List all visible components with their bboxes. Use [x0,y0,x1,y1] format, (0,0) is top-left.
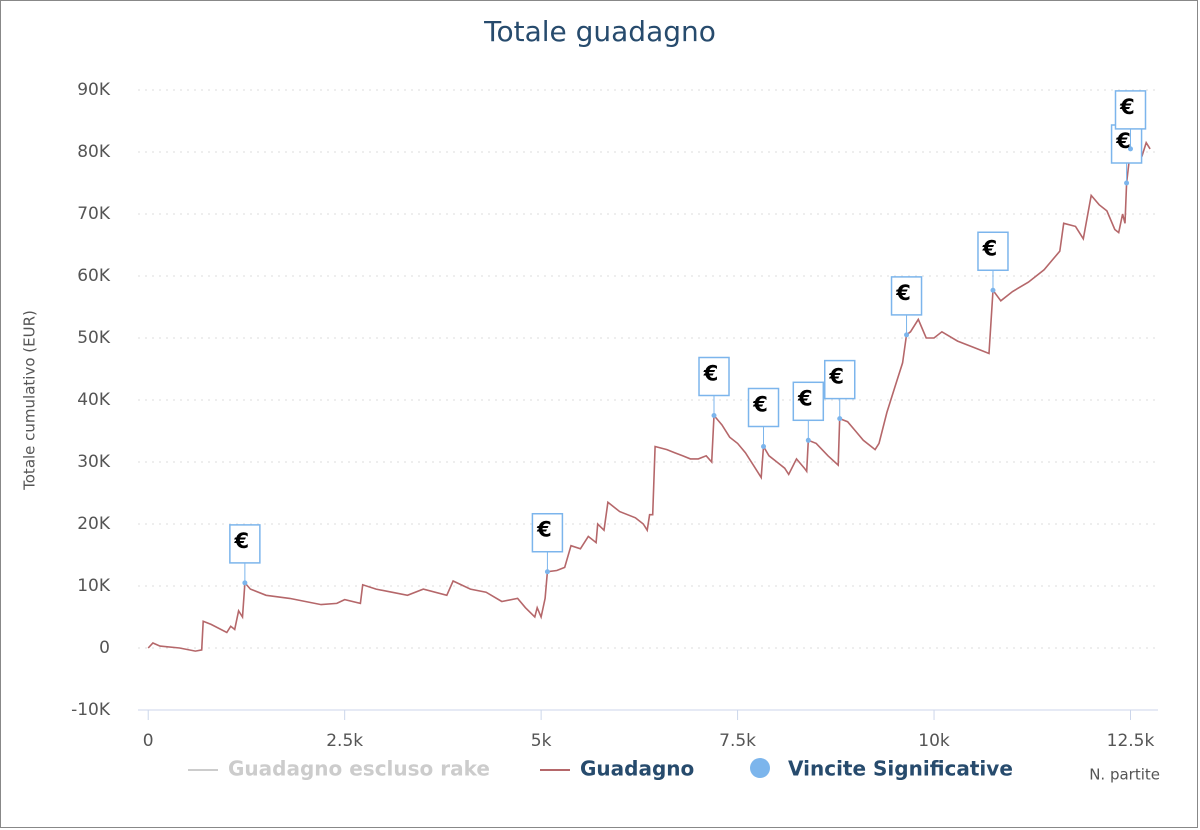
flag-label: € [234,529,250,553]
x-axis-title: N. partite [1089,766,1160,784]
flag-point [904,332,910,338]
y-axis-title: Totale cumulativo (EUR) [21,310,39,491]
y-tick-label: 20K [77,514,111,534]
y-tick-label: 60K [77,266,111,286]
flag-point [711,413,717,418]
x-tick-label: 2.5k [326,731,363,751]
flag-box [890,276,923,316]
legend-label[interactable]: Guadagno [580,757,694,781]
flag-box [792,381,825,422]
flag-label: € [797,386,813,410]
flag-box [823,359,856,400]
y-tick-label: 30K [77,452,111,472]
y-tick-label: 90K [77,80,111,100]
flag-label: € [703,362,719,386]
y-tick-label: 50K [77,328,111,348]
flag-point [761,444,767,449]
flag-label: € [982,236,998,260]
flag-label: € [895,281,911,305]
legend-symbol [750,758,770,778]
flag-point [242,580,248,586]
flag-box [977,231,1009,272]
y-tick-label: 0 [99,638,110,658]
flag-point [1127,146,1133,152]
y-tick-label: 40K [77,390,111,410]
y-tick-label: 10K [77,576,111,596]
flag-box [1110,124,1143,164]
flag-point [805,437,811,443]
y-tick-label: -10K [71,700,111,720]
line [147,137,1151,652]
flag-box [1114,90,1147,130]
flag-point [544,569,550,575]
y-tick-label: 70K [77,204,111,224]
flag-box [229,524,261,564]
y-tick-label: 80K [77,142,111,162]
flag-point [990,287,996,293]
legend-label[interactable]: Guadagno escluso rake [228,757,490,781]
legend-label[interactable]: Vincite Significative [788,757,1013,781]
flag-box [747,387,780,428]
flag-label: € [828,365,844,389]
flag-box [698,356,730,397]
chart-title: Totale guadagno [483,15,716,48]
x-tick-label: 10k [918,731,950,751]
flag-label: € [1119,95,1135,119]
x-tick-label: 0 [143,731,154,751]
x-tick-label: 7.5k [719,731,756,751]
x-tick-label: 5k [531,731,552,751]
x-tick-label: 12.5k [1107,731,1155,751]
flag-box [531,512,564,553]
flag-label: € [752,393,768,417]
flag-point [1124,180,1130,186]
flag-point [837,416,843,422]
flag-label: € [536,518,552,542]
flag-label: € [1115,129,1131,153]
